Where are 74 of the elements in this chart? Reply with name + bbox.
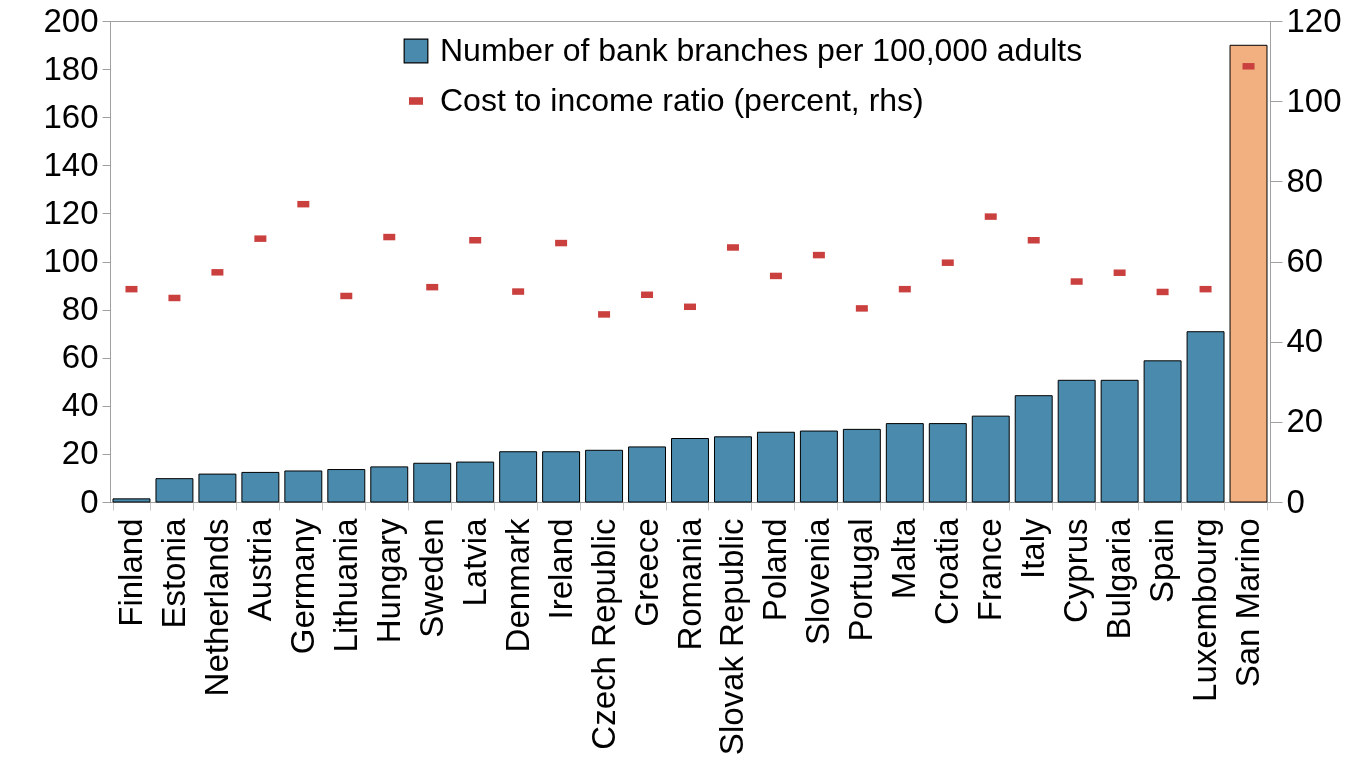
bar <box>1100 379 1139 503</box>
y-tick-label: 0 <box>80 482 99 520</box>
bar <box>971 415 1010 503</box>
x-tick-label: Czech Republic <box>584 518 622 750</box>
bar <box>370 466 409 503</box>
bar <box>713 436 752 503</box>
x-tick-label: San Marino <box>1229 518 1267 688</box>
bar <box>1143 360 1182 503</box>
x-tick-label: Denmark <box>498 518 536 653</box>
y2-tick-label: 20 <box>1286 402 1324 440</box>
bar <box>112 498 151 503</box>
y-tick-label: 80 <box>61 290 99 328</box>
y2-tick-label: 0 <box>1286 482 1305 520</box>
y-tick-label: 180 <box>43 49 99 87</box>
bar <box>585 449 624 503</box>
x-tick-label: Hungary <box>369 518 407 644</box>
x-tick-label: Luxembourg <box>1186 518 1224 702</box>
bar <box>1014 395 1053 503</box>
y-tick-label: 160 <box>43 97 99 135</box>
x-tick-label: Spain <box>1143 518 1181 603</box>
y2-tick-label: 100 <box>1286 81 1342 119</box>
y-tick-label: 200 <box>43 1 99 39</box>
x-tick-label: Germany <box>283 518 321 655</box>
legend-label: Number of bank branches per 100,000 adults <box>440 32 1083 68</box>
bar <box>756 431 795 503</box>
x-tick-label: Finland <box>111 518 149 627</box>
bar <box>671 438 709 503</box>
y2-tick-label: 80 <box>1286 161 1324 199</box>
x-tick-label: Estonia <box>154 517 192 629</box>
x-tick-label: Malta <box>885 517 923 600</box>
y2-tick-label: 60 <box>1286 242 1324 279</box>
bar <box>413 462 452 503</box>
y-tick-label: 40 <box>61 386 99 424</box>
x-tick-label: Austria <box>240 517 278 622</box>
y-tick-label: 140 <box>43 145 99 183</box>
bar <box>885 423 924 503</box>
y-tick-label: 60 <box>61 338 99 376</box>
x-tick-label: Italy <box>1014 518 1052 580</box>
bar <box>241 471 280 503</box>
bar <box>284 470 323 503</box>
x-tick-label: Lithuania <box>326 517 364 653</box>
bar <box>456 461 495 503</box>
bar <box>155 478 194 503</box>
bar <box>198 473 237 503</box>
x-tick-label: Slovenia <box>799 517 837 646</box>
x-tick-label: Greece <box>627 518 665 627</box>
x-tick-label: France <box>971 518 1009 622</box>
y2-tick-label: 120 <box>1286 1 1342 39</box>
x-tick-label: Latvia <box>455 517 493 607</box>
x-tick-label: Netherlands <box>197 518 235 697</box>
bar <box>628 446 667 503</box>
y-tick-label: 20 <box>61 434 99 472</box>
y2-tick-label: 40 <box>1286 322 1324 360</box>
bar <box>928 423 967 503</box>
bar <box>1186 331 1225 503</box>
bar <box>499 451 538 503</box>
y-tick-label: 100 <box>43 242 99 279</box>
bar <box>1057 379 1096 503</box>
bar <box>842 428 881 503</box>
y-tick-label: 120 <box>43 193 99 231</box>
bar <box>327 469 366 503</box>
x-tick-label: Romania <box>670 517 708 651</box>
x-tick-label: Portugal <box>842 518 880 642</box>
legend-label: Cost to income ratio (percent, rhs) <box>440 82 924 118</box>
x-tick-label: Sweden <box>412 518 450 638</box>
x-tick-label: Slovak Republic <box>713 518 751 756</box>
x-tick-label: Ireland <box>541 518 579 620</box>
bar <box>542 451 581 503</box>
x-tick-label: Cyprus <box>1057 518 1095 624</box>
bar <box>1229 44 1268 503</box>
x-tick-label: Croatia <box>928 517 966 625</box>
x-tick-label: Bulgaria <box>1100 517 1138 640</box>
bar <box>799 430 838 503</box>
x-tick-label: Poland <box>756 518 794 622</box>
